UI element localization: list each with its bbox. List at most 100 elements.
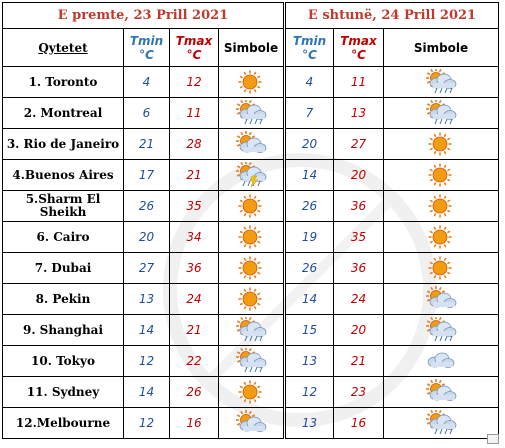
day2-tmin: 15 [283,314,334,346]
day1-tmax: 21 [169,314,219,346]
day1-tmin: 12 [123,345,170,377]
table-row: 9. Shanghai 14 21 15 20 [2,314,499,346]
day2-symbol [383,221,499,253]
table-resize-handle[interactable] [487,434,499,444]
day2-tmin: 26 [283,252,334,284]
day2-tmax-header: Tmax °C [333,28,384,67]
sun-icon [238,194,262,218]
day1-symbol [218,66,285,98]
tmax-label: Tmax [340,33,377,48]
city-name: 1. Toronto [2,66,124,98]
forecast-rows: 1. Toronto 4 12 4 11 2. Montreal 6 11 7 … [2,66,499,439]
table-row: 6. Cairo 20 34 19 35 [2,221,499,253]
day1-tmin: 13 [123,283,170,315]
day1-symbol-header: Simbole [218,28,285,67]
tmin-label: Tmin [292,33,327,48]
city-name: 3. Rio de Janeiro [2,128,124,160]
day1-tmax: 26 [169,376,219,408]
day2-tmax: 21 [333,345,384,377]
city-name: 12.Melbourne [2,407,124,439]
day2-symbol-header: Simbole [383,28,499,67]
day2-symbol [383,190,499,222]
day2-symbol [383,407,499,439]
day2-tmax: 20 [333,159,384,191]
table-row: 1. Toronto 4 12 4 11 [2,66,499,98]
day1-symbol [218,252,285,284]
day2-tmin: 7 [283,97,334,129]
day1-symbol [218,314,285,346]
day1-tmax: 16 [169,407,219,439]
column-header-row: Qytetet Tmin °C Tmax °C Simbole Tmin °C Tma… [2,28,499,67]
sun-icon [238,70,262,94]
sun-icon [238,380,262,404]
sun-cloud-rain-icon [426,410,457,435]
day-header-row: E premte, 23 Prill 2021 E shtunë, 24 Pri… [2,2,499,29]
day2-tmax: 13 [333,97,384,129]
tmax-label: Tmax [175,33,213,48]
day1-tmax: 11 [169,97,219,129]
forecast-table: E premte, 23 Prill 2021 E shtunë, 24 Pri… [2,2,499,439]
table-row: 4.Buenos Aires 17 21 14 20 [2,159,499,191]
day1-header: E premte, 23 Prill 2021 [2,2,285,29]
day2-tmin: 12 [283,376,334,408]
day1-tmin: 21 [123,128,170,160]
day2-tmax: 27 [333,128,384,160]
day2-tmax: 20 [333,314,384,346]
city-name: 7. Dubai [2,252,124,284]
tmin-unit: °C [139,47,154,62]
sun-icon [238,225,262,249]
day1-symbol [218,345,285,377]
day1-tmin: 14 [123,314,170,346]
sun-icon [238,287,262,311]
sun-cloud-icon [426,286,457,308]
sun-icon [428,225,452,249]
day1-symbol [218,407,285,439]
day1-tmax: 22 [169,345,219,377]
day1-tmin: 14 [123,376,170,408]
city-name: 9. Shanghai [2,314,124,346]
tmax-unit: °C [351,47,366,62]
day1-tmax: 36 [169,252,219,284]
city-column-header: Qytetet [2,28,124,67]
sun-cloud-storm-icon [236,162,267,188]
day1-tmin: 27 [123,252,170,284]
day2-symbol [383,97,499,129]
day2-symbol [383,376,499,408]
table-row: 10. Tokyo 12 22 13 21 [2,345,499,377]
day2-tmin: 4 [283,66,334,98]
table-row: 5.Sharm El Sheikh 26 35 26 36 [2,190,499,222]
day2-tmin: 19 [283,221,334,253]
sun-icon [428,163,452,187]
day2-symbol [383,66,499,98]
day2-tmin: 14 [283,283,334,315]
day2-symbol [383,345,499,377]
day1-tmax-header: Tmax °C [169,28,219,67]
day2-symbol [383,283,499,315]
tmin-label: Tmin [129,33,164,48]
day2-symbol [383,159,499,191]
city-name: 4.Buenos Aires [2,159,124,191]
day1-tmin-header: Tmin °C [123,28,170,67]
sun-cloud-rain-icon [236,317,267,342]
day2-tmin: 14 [283,159,334,191]
day1-tmax: 28 [169,128,219,160]
day2-tmax: 23 [333,376,384,408]
day1-tmax: 12 [169,66,219,98]
day1-tmin: 26 [123,190,170,222]
sun-icon [238,256,262,280]
sun-cloud-icon [236,131,267,153]
day1-tmax: 35 [169,190,219,222]
day2-tmax: 11 [333,66,384,98]
day2-header: E shtunë, 24 Prill 2021 [283,2,499,29]
day2-symbol [383,314,499,346]
table-row: 7. Dubai 27 36 26 36 [2,252,499,284]
tmax-unit: °C [186,47,202,62]
forecast-table-container: E premte, 23 Prill 2021 E shtunë, 24 Pri… [2,2,499,439]
day1-tmax: 34 [169,221,219,253]
day2-tmax: 36 [333,190,384,222]
sun-cloud-icon [426,379,457,401]
cloud-icon [427,352,455,368]
day2-symbol [383,128,499,160]
city-name: 10. Tokyo [2,345,124,377]
day1-tmax: 24 [169,283,219,315]
